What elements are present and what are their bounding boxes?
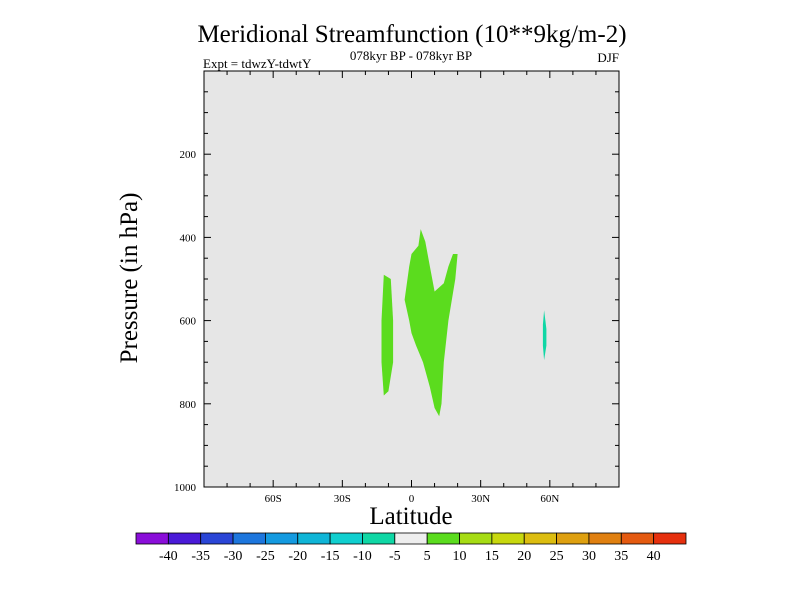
- colorbar-label: -10: [353, 549, 372, 564]
- colorbar-swatch: [653, 532, 687, 545]
- x-tick-label: 60N: [540, 493, 559, 505]
- y-tick-label: 200: [180, 149, 197, 161]
- x-tick-label: 30N: [471, 493, 490, 505]
- colorbar-swatch: [232, 532, 266, 545]
- y-tick-label: 1000: [174, 482, 197, 494]
- colorbar-label: 5: [424, 549, 431, 564]
- colorbar-label: 25: [550, 549, 564, 564]
- contour-regions: [381, 229, 547, 417]
- colorbar-swatch: [491, 532, 525, 545]
- time-range-subtitle: 078kyr BP - 078kyr BP: [350, 48, 472, 63]
- axis-ticks: 60S 30S 0 30N 60N 200 400 600 800 1000: [174, 71, 619, 505]
- colorbar-label: 15: [485, 549, 499, 564]
- colorbar-swatch: [588, 532, 622, 545]
- contour-region-positive-5-10-west: [381, 274, 394, 396]
- experiment-subtitle: Expt = tdwzY-tdwtY: [203, 56, 312, 71]
- colorbar-swatch: [297, 532, 331, 545]
- colorbar-label: -40: [159, 549, 178, 564]
- colorbar-swatch: [426, 532, 460, 545]
- colorbar-label: -30: [224, 549, 243, 564]
- colorbar-label: -15: [321, 549, 340, 564]
- colorbar-label: -35: [191, 549, 210, 564]
- y-axis-title: Pressure (in hPa): [116, 193, 143, 364]
- y-tick-label: 800: [180, 399, 197, 411]
- colorbar-swatch: [135, 532, 169, 545]
- y-tick-label: 400: [180, 232, 197, 244]
- colorbar-swatch: [329, 532, 363, 545]
- colorbar-swatch: [556, 532, 590, 545]
- x-tick-label: 30S: [334, 493, 351, 505]
- chart-title: Meridional Streamfunction (10**9kg/m-2): [197, 21, 626, 48]
- colorbar-label: 40: [647, 549, 661, 564]
- colorbar-label: 30: [582, 549, 596, 564]
- colorbar-swatch: [394, 532, 428, 545]
- contour-region-positive-5-10-center: [404, 229, 458, 417]
- colorbar-swatch: [167, 532, 202, 545]
- contour-region-negative-10-5-east: [542, 310, 547, 361]
- colorbar-swatch: [459, 532, 493, 545]
- colorbar: -40 -35 -30 -25 -20 -15 -10 -5 5 10 15 20 25 30 35 40: [135, 532, 687, 564]
- colorbar-swatch: [265, 532, 299, 545]
- colorbar-label: 10: [453, 549, 467, 564]
- x-tick-label: 60S: [265, 493, 282, 505]
- colorbar-swatch: [362, 532, 396, 545]
- colorbar-label: 20: [517, 549, 531, 564]
- colorbar-swatch: [620, 532, 655, 545]
- y-tick-label: 600: [180, 316, 197, 328]
- season-subtitle: DJF: [597, 50, 619, 65]
- colorbar-swatch: [523, 532, 557, 545]
- x-tick-label: 0: [409, 493, 415, 505]
- colorbar-label: -5: [389, 549, 401, 564]
- x-axis-title: Latitude: [369, 503, 452, 530]
- colorbar-label: -25: [256, 549, 275, 564]
- colorbar-swatch: [200, 532, 234, 545]
- colorbar-label: -20: [288, 549, 307, 564]
- colorbar-label: 35: [614, 549, 628, 564]
